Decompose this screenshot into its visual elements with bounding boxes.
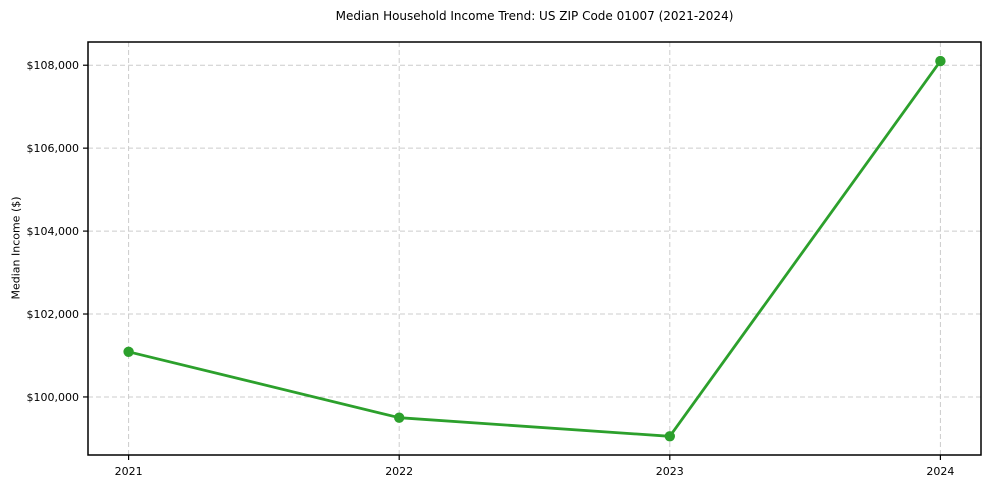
plot-border [87,41,982,456]
y-tick-label: $108,000 [27,59,80,72]
data-point-2023 [664,431,675,442]
x-tick-label: 2024 [926,465,954,478]
trend-line [127,59,942,438]
x-tick-label: 2021 [115,465,143,478]
data-point-2024 [935,55,946,67]
data-point-2022 [394,412,405,423]
data-point-2021 [123,346,134,357]
x-tick-label: 2022 [385,465,413,478]
y-tick-label: $100,000 [27,391,80,404]
x-tick-label: 2023 [656,465,684,478]
chart-title: Median Household Income Trend: US ZIP Co… [335,9,734,23]
y-tick-label: $102,000 [27,308,80,321]
y-tick-label: $104,000 [27,225,80,238]
y-tick-label: $106,000 [27,142,80,155]
